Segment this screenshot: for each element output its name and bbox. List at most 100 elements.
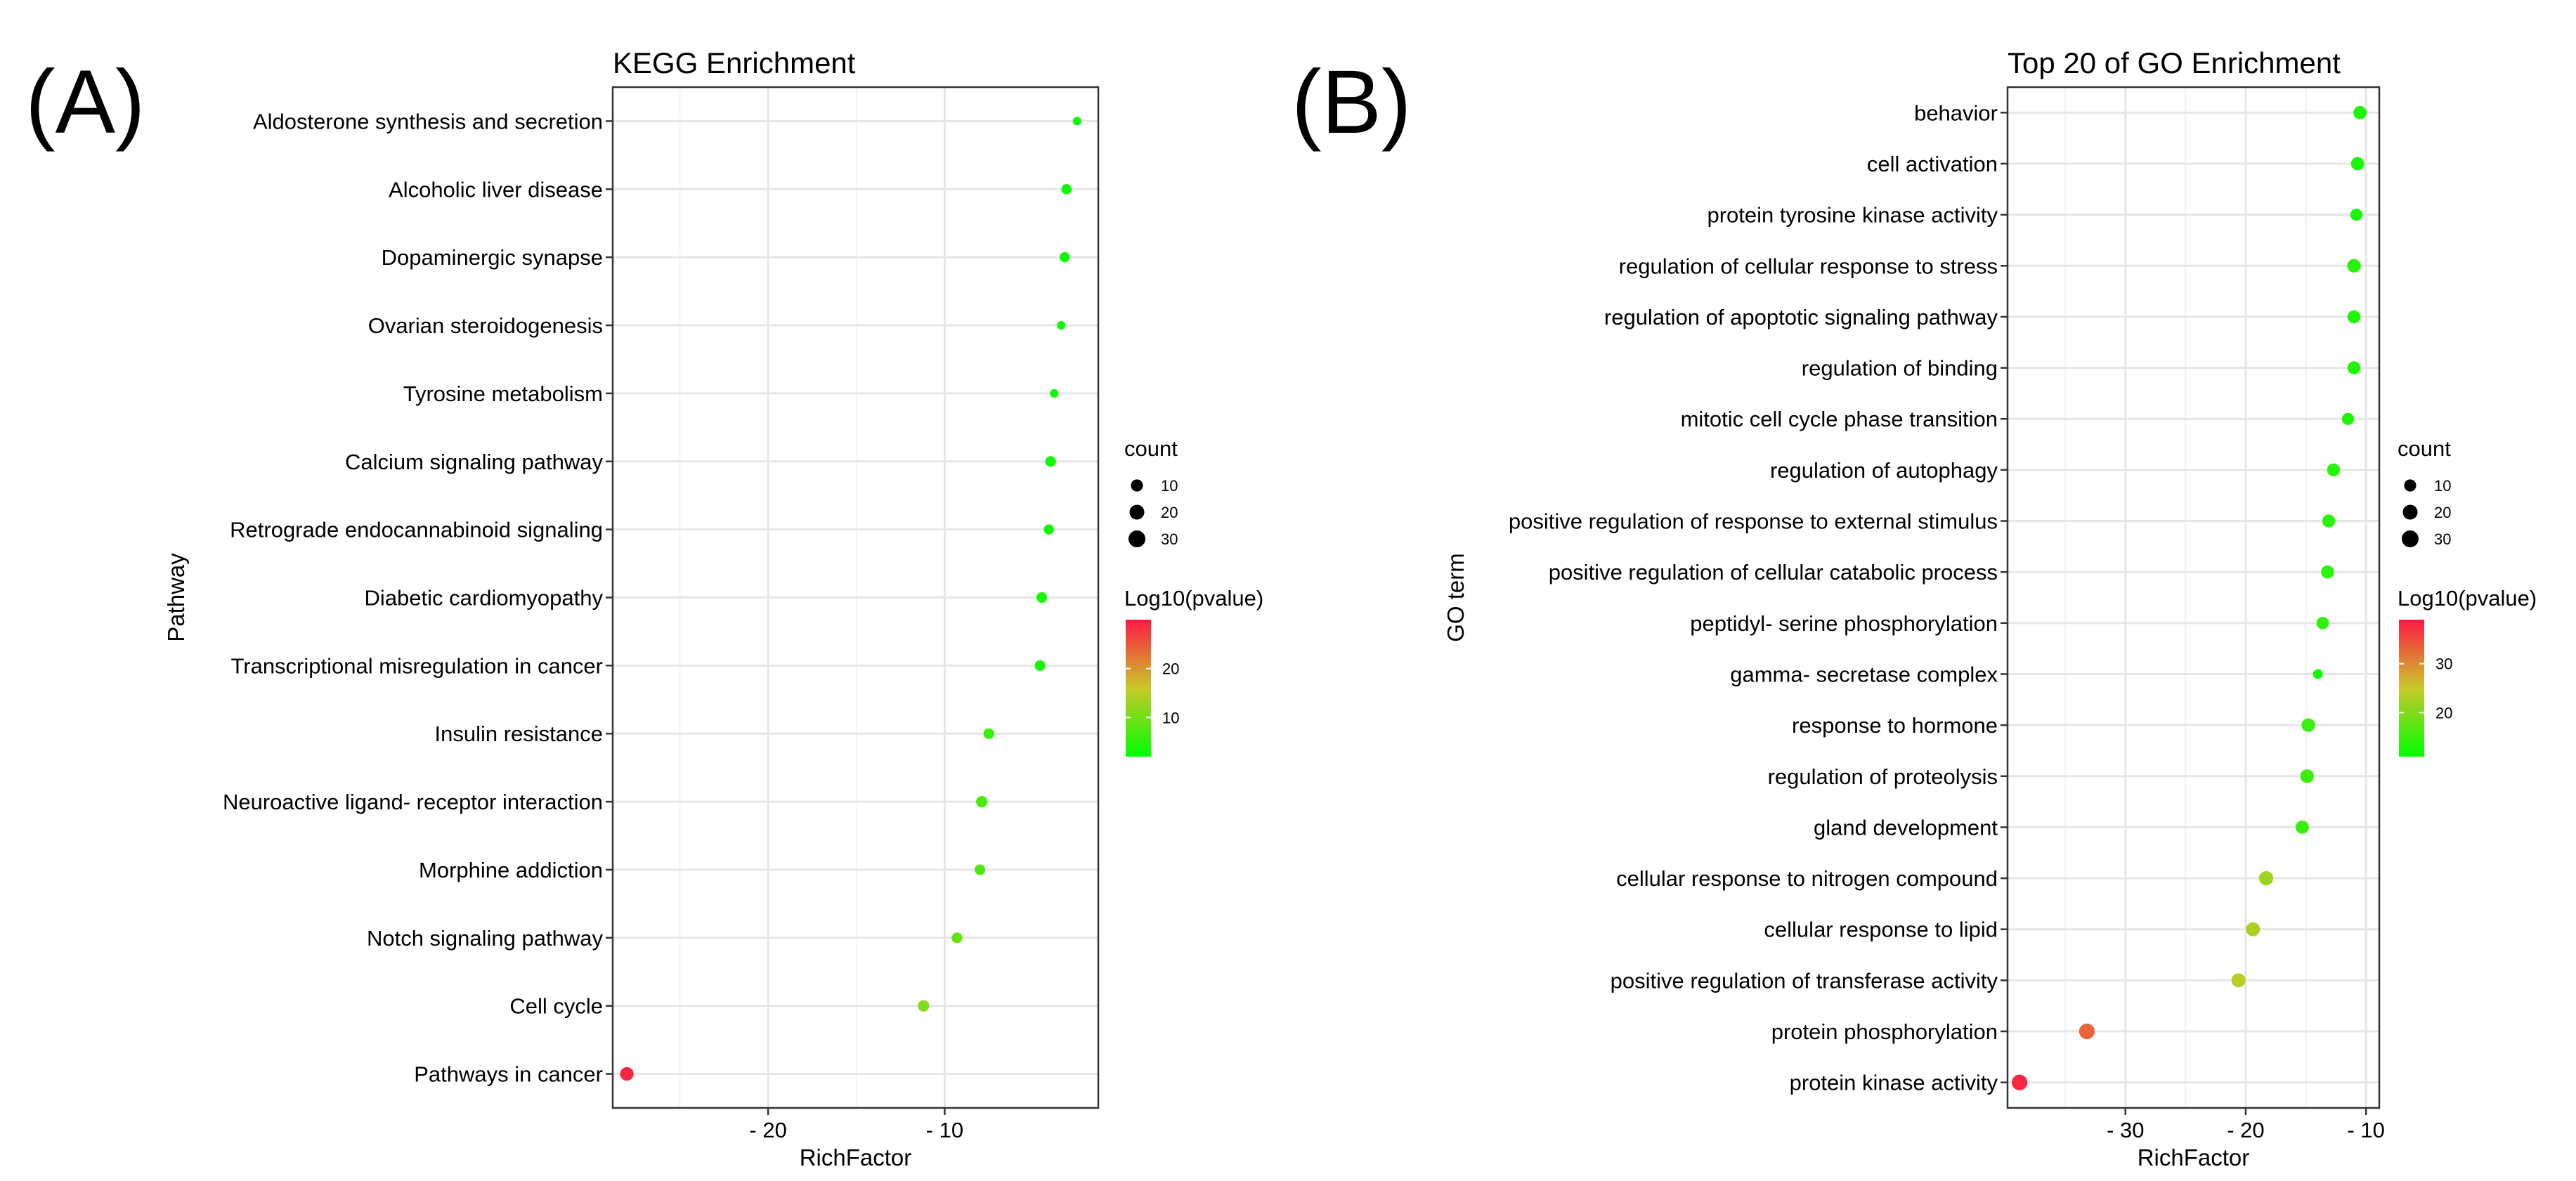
go-y-tick-label: regulation of cellular response to stres… xyxy=(1619,254,1998,278)
go-data-point xyxy=(2258,870,2274,886)
kegg-data-point xyxy=(1072,117,1081,126)
go-data-point xyxy=(2246,922,2260,937)
go-count-legend-label: 20 xyxy=(2434,504,2451,521)
go-y-tick-label: positive regulation of cellular cataboli… xyxy=(1549,560,1998,585)
go-count-legend-title: count xyxy=(2398,436,2451,461)
go-data-point xyxy=(2347,361,2361,374)
go-data-point xyxy=(2347,259,2361,273)
go-x-tick-label: - 10 xyxy=(2347,1118,2384,1142)
go-count-legend-key xyxy=(2402,530,2419,547)
kegg-count-legend-key xyxy=(1128,530,1145,547)
kegg-y-tick-label: Alcoholic liver disease xyxy=(389,177,603,202)
go-count-legend-label: 10 xyxy=(2434,477,2451,495)
go-data-point xyxy=(2079,1023,2095,1040)
go-y-tick-label: regulation of proteolysis xyxy=(1768,764,1998,789)
go-chart: Top 20 of GO Enrichment behavior cell acti… xyxy=(1443,46,2537,1170)
go-y-tick-label: regulation of binding xyxy=(1802,356,1998,381)
kegg-data-point xyxy=(976,795,988,808)
go-data-point xyxy=(2312,669,2323,679)
kegg-color-legend-title: Log10(pvalue) xyxy=(1124,586,1263,611)
go-y-tick-label: regulation of apoptotic signaling pathwa… xyxy=(1604,305,1998,329)
kegg-y-tick-label: Retrograde endocannabinoid signaling xyxy=(230,518,603,542)
panel-label-a: (A) xyxy=(25,52,145,152)
go-data-point xyxy=(2341,412,2355,425)
go-y-tick-label: mitotic cell cycle phase transition xyxy=(1681,407,1998,431)
kegg-count-legend-key xyxy=(1129,504,1145,520)
go-y-tick-label: cellular response to nitrogen compound xyxy=(1616,866,1998,891)
kegg-data-point xyxy=(951,932,963,944)
kegg-color-legend-bar xyxy=(1126,620,1151,757)
kegg-y-tick-label: Tyrosine metabolism xyxy=(403,381,603,406)
kegg-y-tick-label: Notch signaling pathway xyxy=(367,926,604,951)
kegg-x-tick-label: - 20 xyxy=(749,1118,786,1142)
kegg-y-tick-label: Aldosterone synthesis and secretion xyxy=(253,109,603,133)
go-y-tick-label: response to hormone xyxy=(1792,713,1998,738)
go-data-point xyxy=(2350,157,2364,171)
go-x-axis-label: RichFactor xyxy=(2138,1144,2250,1170)
kegg-y-tick-label: Pathways in cancer xyxy=(414,1062,603,1087)
go-y-axis-label: GO term xyxy=(1443,553,1469,642)
kegg-y-tick-label: Insulin resistance xyxy=(434,722,603,746)
kegg-data-point xyxy=(1059,252,1070,263)
kegg-data-point xyxy=(1061,184,1072,195)
kegg-data-point xyxy=(1036,592,1048,603)
go-chart-title: Top 20 of GO Enrichment xyxy=(2008,46,2341,79)
go-x-tick-label: - 20 xyxy=(2227,1118,2264,1142)
go-data-point xyxy=(2231,973,2246,988)
kegg-y-tick-label: Cell cycle xyxy=(509,994,603,1019)
kegg-chart-title: KEGG Enrichment xyxy=(613,46,856,79)
go-y-tick-label: protein tyrosine kinase activity xyxy=(1707,203,1998,228)
kegg-data-point xyxy=(975,864,986,875)
kegg-data-point xyxy=(1043,524,1054,535)
kegg-count-legend-label: 20 xyxy=(1161,504,1178,521)
go-x-tick-label: - 30 xyxy=(2107,1118,2144,1142)
kegg-y-tick-label: Neuroactive ligand- receptor interaction xyxy=(223,790,603,814)
go-y-tick-label: regulation of autophagy xyxy=(1770,458,1998,483)
go-y-tick-label: gland development xyxy=(1814,815,1998,840)
go-data-point xyxy=(2295,820,2309,834)
go-y-tick-label: cellular response to lipid xyxy=(1764,918,1998,942)
go-panel-background xyxy=(2008,87,2379,1108)
go-data-point xyxy=(2350,209,2363,221)
kegg-data-point xyxy=(1057,320,1066,330)
go-y-tick-label: behavior xyxy=(1914,100,1998,125)
kegg-data-point xyxy=(983,728,994,739)
go-data-point xyxy=(2347,310,2361,324)
go-data-point xyxy=(2353,105,2367,119)
go-y-tick-label: protein phosphorylation xyxy=(1771,1019,1998,1044)
kegg-color-legend-label: 10 xyxy=(1162,709,1179,726)
kegg-data-point xyxy=(1050,389,1059,398)
kegg-count-legend-key xyxy=(1131,479,1143,492)
go-data-point xyxy=(2327,463,2341,477)
kegg-y-tick-label: Calcium signaling pathway xyxy=(345,450,604,474)
go-data-point xyxy=(2322,514,2336,528)
kegg-x-axis-label: RichFactor xyxy=(800,1144,912,1170)
kegg-y-tick-label: Ovarian steroidogenesis xyxy=(368,313,603,338)
go-color-legend-label: 20 xyxy=(2435,704,2452,722)
go-y-tick-label: positive regulation of transferase activ… xyxy=(1611,968,1998,993)
go-data-point xyxy=(2300,769,2314,783)
kegg-chart: KEGG Enrichment Aldosterone synthesis and… xyxy=(163,46,1263,1170)
kegg-data-point xyxy=(1034,660,1046,671)
kegg-count-legend-title: count xyxy=(1124,436,1178,461)
go-count-legend-key xyxy=(2404,479,2416,492)
kegg-data-point xyxy=(620,1066,634,1081)
kegg-y-axis-label: Pathway xyxy=(163,553,189,642)
kegg-count-legend-label: 30 xyxy=(1161,530,1178,548)
go-data-point xyxy=(2011,1074,2028,1090)
go-y-tick-label: positive regulation of response to exter… xyxy=(1509,509,1998,534)
kegg-y-tick-label: Dopaminergic synapse xyxy=(382,245,603,270)
kegg-y-tick-label: Transcriptional misregulation in cancer xyxy=(230,653,603,678)
go-color-legend-title: Log10(pvalue) xyxy=(2398,586,2537,611)
go-data-point xyxy=(2321,565,2334,579)
go-y-tick-label: peptidyl- serine phosphorylation xyxy=(1690,611,1998,636)
go-y-tick-label: gamma- secretase complex xyxy=(1730,662,1998,686)
go-color-legend-bar xyxy=(2399,620,2424,757)
go-count-legend-label: 30 xyxy=(2434,530,2451,548)
go-panel-border xyxy=(2006,86,2381,1109)
go-y-tick-label: cell activation xyxy=(1867,152,1998,176)
go-count-legend-key xyxy=(2402,504,2418,520)
go-y-tick-label: protein kinase activity xyxy=(1790,1071,1998,1095)
kegg-count-legend-label: 10 xyxy=(1161,477,1178,495)
kegg-y-tick-label: Diabetic cardiomyopathy xyxy=(365,586,604,611)
